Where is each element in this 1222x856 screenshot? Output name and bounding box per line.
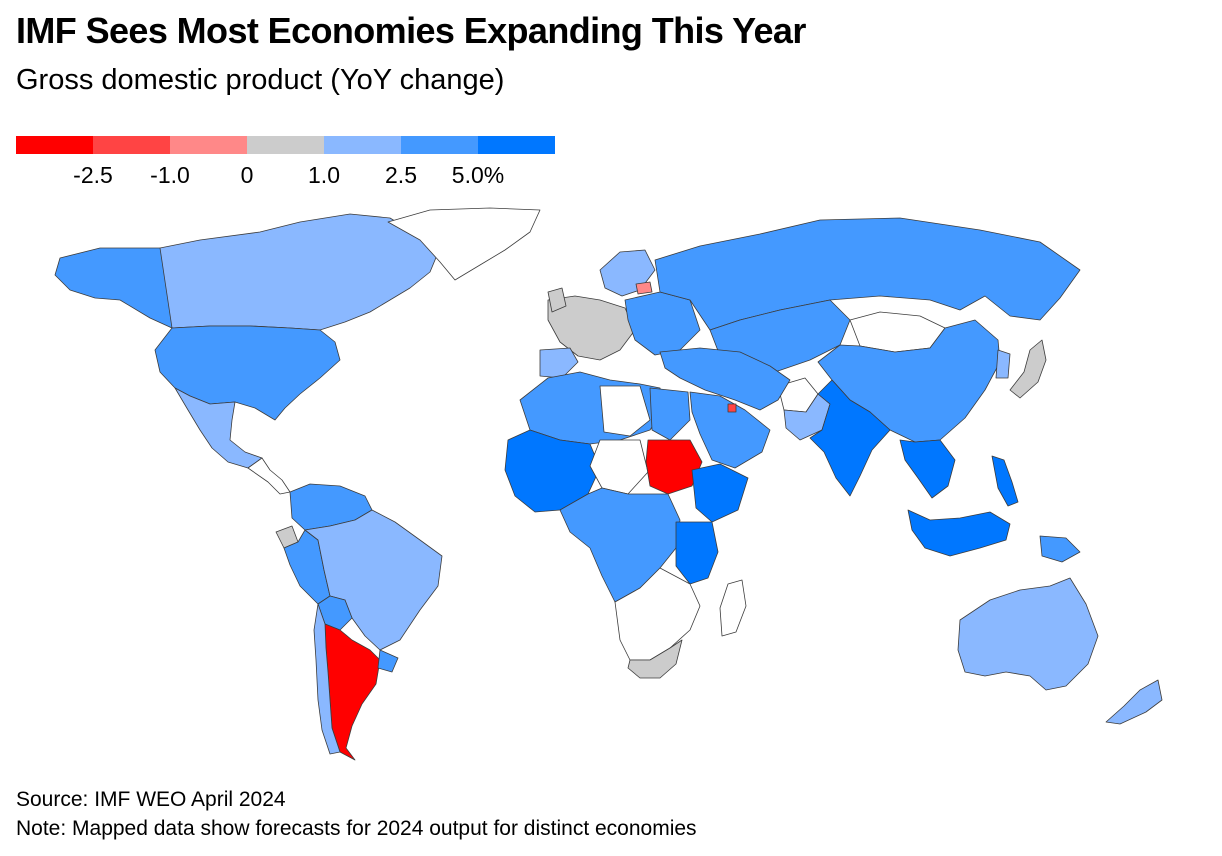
- legend-bar: [16, 136, 555, 154]
- region-iberia: [539, 347, 579, 379]
- region-southeast-asia: [899, 439, 956, 499]
- region-philippines: [991, 455, 1019, 507]
- region-egypt: [649, 387, 691, 441]
- region-eastern-europe: [624, 291, 701, 356]
- legend-swatch-5: [324, 136, 401, 154]
- region-southern-africa: [614, 567, 701, 661]
- region-sudan: [645, 439, 703, 495]
- region-japan: [1009, 339, 1047, 399]
- legend-tick: -2.5: [73, 162, 113, 188]
- legend-tick: 1.0: [308, 162, 340, 188]
- region-brazil: [304, 509, 443, 651]
- chart-subtitle: Gross domestic product (YoY change): [16, 64, 505, 96]
- chart-title: IMF Sees Most Economies Expanding This Y…: [16, 10, 806, 51]
- region-mexico: [174, 387, 263, 469]
- region-uruguay: [377, 649, 399, 673]
- region-central-america: [247, 457, 291, 495]
- region-mongolia: [849, 311, 946, 353]
- region-korea: [995, 349, 1011, 379]
- region-papua: [1039, 535, 1081, 563]
- region-greenland: [387, 207, 541, 281]
- legend-tick: -1.0: [150, 162, 190, 188]
- region-madagascar: [719, 579, 747, 637]
- region-arabia: [689, 391, 771, 469]
- source-note: Source: IMF WEO April 2024: [16, 788, 286, 811]
- region-uk: [547, 287, 567, 313]
- region-turkey-iran-iraq: [659, 347, 791, 411]
- legend-swatch-4: [247, 136, 324, 154]
- legend-swatch-3: [170, 136, 247, 154]
- region-chad: [589, 439, 649, 495]
- region-canada: [159, 213, 441, 331]
- legend-swatch-7: [478, 136, 555, 154]
- region-east-africa: [675, 521, 719, 585]
- region-russia: [654, 217, 1081, 331]
- legend-tick: 2.5: [385, 162, 417, 188]
- legend-tick: 0: [240, 162, 254, 188]
- legend-swatch-1: [16, 136, 93, 154]
- region-alaska: [54, 247, 173, 329]
- region-kuwait-neg: [727, 403, 737, 413]
- region-libya: [599, 385, 651, 437]
- world-map-svg: [54, 207, 1163, 761]
- legend-swatch-6: [401, 136, 478, 154]
- world-map: [0, 200, 1222, 780]
- legend-swatch-2: [93, 136, 170, 154]
- region-new-zealand: [1105, 679, 1163, 725]
- region-indonesia: [907, 509, 1011, 557]
- region-usa: [154, 325, 341, 421]
- region-western-europe: [547, 295, 636, 361]
- region-australia: [957, 577, 1099, 691]
- region-baltic-neg: [635, 281, 653, 295]
- region-south-africa: [627, 639, 683, 679]
- color-legend: -2.5 -1.0 0 1.0 2.5 5.0%: [16, 136, 555, 196]
- region-india: [809, 379, 891, 497]
- legend-tick: 5.0%: [451, 162, 505, 188]
- region-central-africa: [559, 487, 681, 603]
- footnote: Note: Mapped data show forecasts for 202…: [16, 817, 697, 840]
- region-ethiopia-horn: [691, 463, 749, 523]
- region-chile: [313, 603, 341, 755]
